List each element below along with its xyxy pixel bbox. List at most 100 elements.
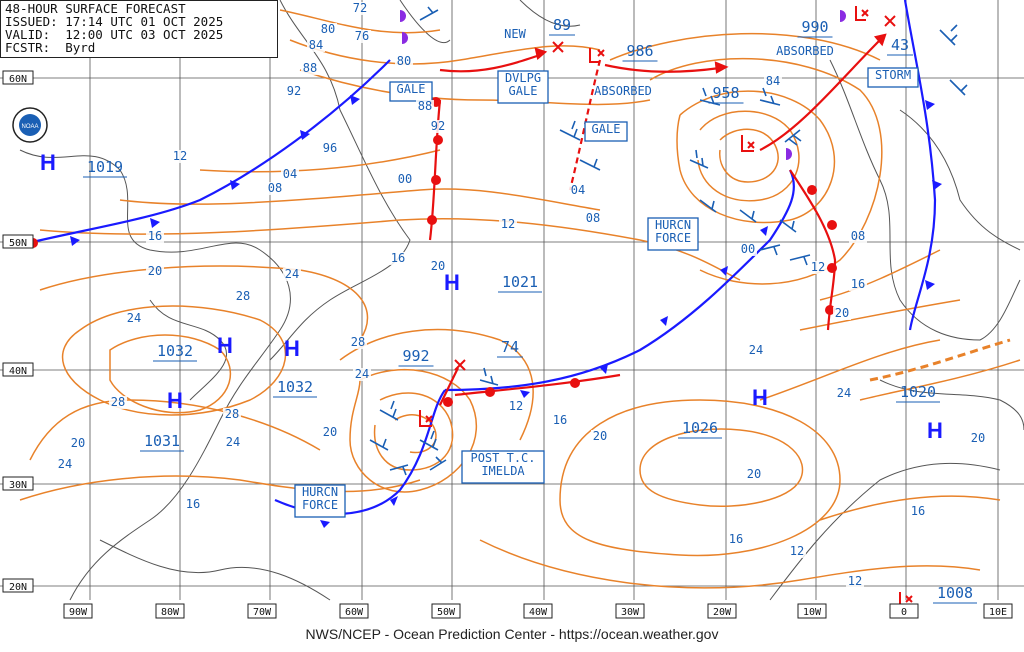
isobar-label: 20 (747, 467, 761, 481)
isobar-label-bg (745, 468, 763, 481)
isobar-label-bg (395, 55, 413, 68)
isobar-label: 12 (509, 399, 523, 413)
isobar-label-bg (429, 260, 447, 273)
isobar-label-bg (849, 278, 867, 291)
isobar-label: 24 (58, 457, 72, 471)
isobar-label-bg (281, 168, 299, 181)
isobar-label: 24 (837, 386, 851, 400)
isobar-label: 12 (811, 260, 825, 274)
low-x-markers (454, 15, 896, 371)
status-label: ABSORBED (776, 44, 834, 58)
isobar-label-bg (584, 212, 602, 225)
isobar-label-bg (396, 173, 414, 186)
lon-label: 40W (529, 607, 548, 618)
isobar-label: 20 (593, 429, 607, 443)
isobar-label: 12 (501, 217, 515, 231)
boxed-label-box (461, 450, 545, 484)
boxed-label: FORCE (655, 231, 691, 245)
lat-label-box (2, 578, 34, 593)
isobar-label: 08 (268, 181, 282, 195)
high-pressure-symbol: H (40, 150, 56, 175)
pressure-value: 958 (712, 84, 739, 102)
isobar-label: 20 (148, 264, 162, 278)
high-pressure-symbol: H (752, 385, 768, 410)
lat-label: 50N (9, 238, 27, 249)
isobar-label-bg (234, 290, 252, 303)
isobar-label: 80 (397, 54, 411, 68)
isobar-label: 80 (321, 22, 335, 36)
isobar-label: 20 (71, 436, 85, 450)
lat-label-box (2, 234, 34, 249)
lon-label-box (523, 603, 553, 619)
isobar-label-bg (969, 432, 987, 445)
isobar-label: 24 (226, 435, 240, 449)
lat-label-box (2, 70, 34, 85)
boxed-label: GALE (397, 82, 426, 96)
isobar-label-bg (389, 252, 407, 265)
isobar-label-bg (184, 498, 202, 511)
pressure-value: 1019 (87, 158, 123, 176)
lat-label-box (2, 362, 34, 377)
pressure-value: 1008 (937, 584, 973, 602)
isobar-label: 16 (148, 229, 162, 243)
isobar-label: 28 (351, 335, 365, 349)
isobar-label-bg (109, 396, 127, 409)
isobar-label-bg (429, 120, 447, 133)
isobar-label: 08 (586, 211, 600, 225)
lon-label: 90W (69, 607, 88, 618)
lon-label: 60W (345, 607, 364, 618)
isobar-label-bg (266, 182, 284, 195)
header-title: 48-HOUR SURFACE FORECAST (5, 1, 186, 16)
isobar-label-bg (747, 344, 765, 357)
isobar-label: 12 (848, 574, 862, 588)
isobar-label: 04 (283, 167, 297, 181)
lat-label: 40N (9, 366, 27, 377)
isobar-label: 84 (766, 74, 780, 88)
isobar-label-bg (349, 336, 367, 349)
forecast-header: 48-HOUR SURFACE FORECAST ISSUED: 17:14 U… (0, 0, 278, 58)
boxed-label: GALE (509, 84, 538, 98)
isobar-label-bg (307, 39, 325, 52)
isobar-label: 88 (303, 61, 317, 75)
isobar-label-bg (319, 23, 337, 36)
isobar-label: 88 (418, 99, 432, 113)
svg-text:NOAA: NOAA (21, 124, 38, 130)
lon-label-box (797, 603, 827, 619)
isobar-label-bg (125, 312, 143, 325)
isobar-label: 28 (236, 289, 250, 303)
noaa-logo: NOAA (12, 107, 48, 143)
boxed-label-box (584, 121, 628, 142)
pressure-value: 986 (626, 42, 653, 60)
boxed-label-box (294, 484, 346, 518)
isobar-label: 16 (911, 504, 925, 518)
lat-label: 20N (9, 582, 27, 593)
isobar-label-bg (764, 75, 782, 88)
lon-label-box (63, 603, 93, 619)
isobar-label-bg (301, 62, 319, 75)
status-label: NEW (504, 27, 526, 41)
lon-label-box (889, 603, 919, 619)
isobar-label: 16 (851, 277, 865, 291)
lon-label: 70W (253, 607, 272, 618)
pressure-value: 1031 (144, 432, 180, 450)
isobar-label: 00 (398, 172, 412, 186)
isobar-label: 16 (553, 413, 567, 427)
boxed-label-box (647, 217, 699, 251)
isobar-label-bg (909, 505, 927, 518)
pressure-value: 74 (501, 338, 519, 356)
isobar-label-bg (788, 545, 806, 558)
isobar-label: 00 (741, 242, 755, 256)
isobar-label-bg (56, 458, 74, 471)
isobar-label-bg (146, 230, 164, 243)
footer-credit: NWS/NCEP - Ocean Prediction Center - htt… (305, 626, 719, 642)
isobar-label: 96 (323, 141, 337, 155)
pressure-value: 992 (402, 347, 429, 365)
high-pressure-symbol: H (217, 333, 233, 358)
isobar-label: 24 (355, 367, 369, 381)
isobar-label-bg (727, 533, 745, 546)
isobar-label: 76 (355, 29, 369, 43)
isobar-label: 92 (287, 84, 301, 98)
pressure-value: 1032 (157, 342, 193, 360)
boxed-label: IMELDA (481, 464, 525, 478)
isobar-label-bg (507, 400, 525, 413)
